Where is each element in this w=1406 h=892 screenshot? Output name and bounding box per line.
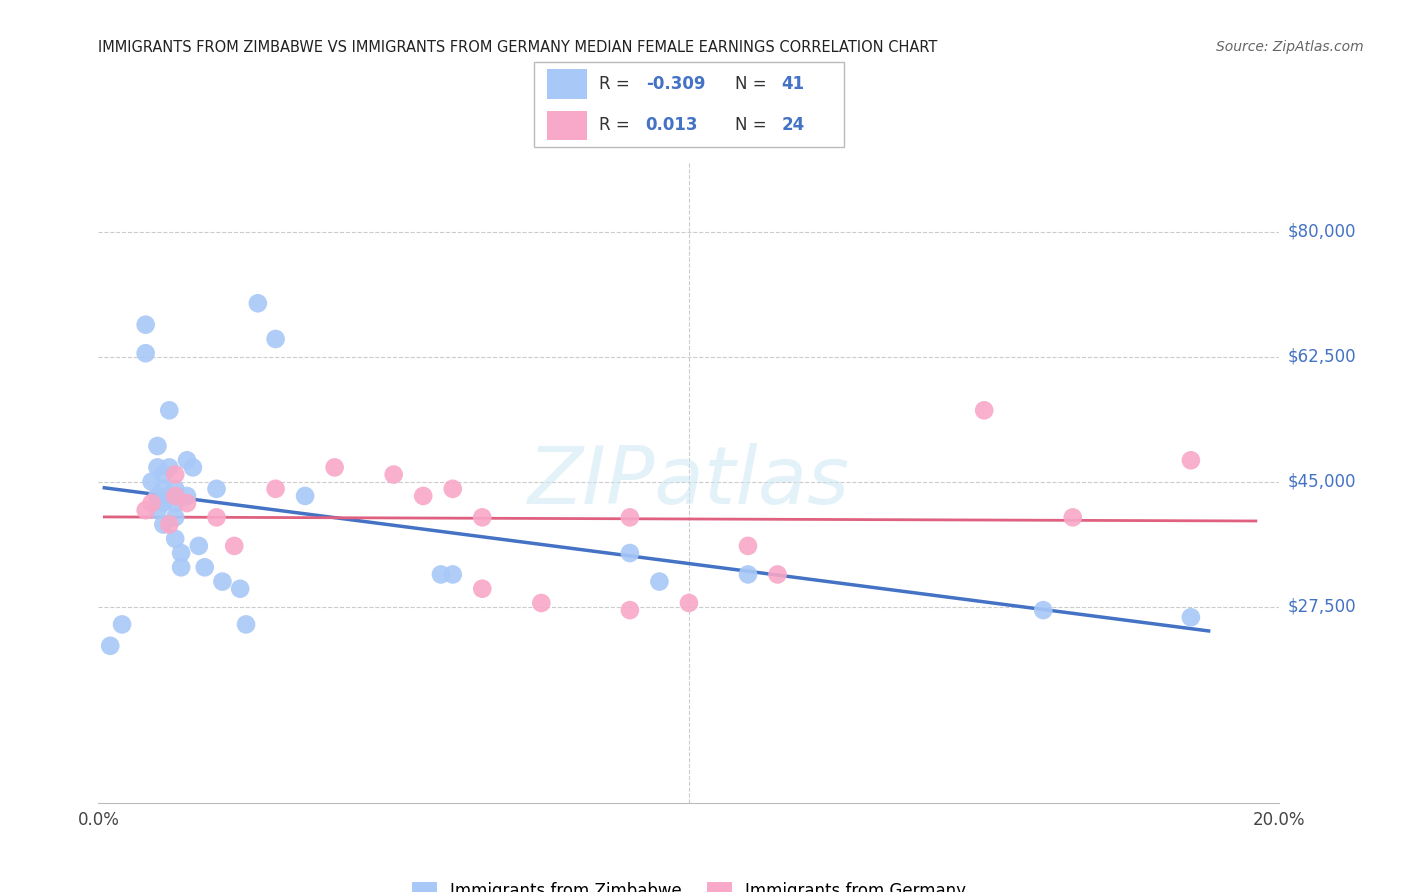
Text: $45,000: $45,000: [1288, 473, 1357, 491]
Point: [165, 489, 187, 503]
Point: [737, 539, 759, 553]
Point: [1180, 610, 1202, 624]
Point: [737, 567, 759, 582]
Point: [264, 482, 287, 496]
Point: [619, 603, 641, 617]
Text: R =: R =: [599, 116, 636, 134]
Text: Source: ZipAtlas.com: Source: ZipAtlas.com: [1216, 40, 1364, 54]
Point: [152, 496, 174, 510]
Point: [382, 467, 405, 482]
Point: [165, 510, 187, 524]
Text: 0.013: 0.013: [645, 116, 699, 134]
Point: [619, 546, 641, 560]
Point: [187, 539, 209, 553]
Text: IMMIGRANTS FROM ZIMBABWE VS IMMIGRANTS FROM GERMANY MEDIAN FEMALE EARNINGS CORRE: IMMIGRANTS FROM ZIMBABWE VS IMMIGRANTS F…: [98, 40, 938, 55]
Point: [1032, 603, 1054, 617]
Point: [170, 560, 193, 574]
Point: [111, 617, 134, 632]
Point: [294, 489, 316, 503]
Point: [678, 596, 700, 610]
Point: [157, 460, 180, 475]
Text: 41: 41: [782, 76, 804, 94]
Point: [152, 517, 174, 532]
Point: [430, 567, 453, 582]
Point: [648, 574, 671, 589]
Point: [471, 582, 494, 596]
Point: [165, 532, 187, 546]
Point: [141, 496, 163, 510]
Text: ZIPatlas: ZIPatlas: [527, 442, 851, 521]
Point: [441, 482, 464, 496]
Point: [146, 503, 169, 517]
Point: [176, 453, 198, 467]
Point: [412, 489, 434, 503]
Text: $80,000: $80,000: [1288, 223, 1357, 241]
Point: [194, 560, 217, 574]
Point: [205, 510, 228, 524]
Text: $27,500: $27,500: [1288, 598, 1357, 615]
Point: [176, 489, 198, 503]
Point: [146, 439, 169, 453]
Point: [619, 510, 641, 524]
Text: -0.309: -0.309: [645, 76, 706, 94]
Point: [530, 596, 553, 610]
Point: [181, 460, 204, 475]
Text: $62,500: $62,500: [1288, 348, 1357, 366]
Point: [152, 482, 174, 496]
Point: [471, 510, 494, 524]
Point: [246, 296, 269, 310]
Text: N =: N =: [735, 76, 772, 94]
Point: [165, 496, 187, 510]
Point: [224, 539, 246, 553]
Point: [264, 332, 287, 346]
Text: R =: R =: [599, 76, 636, 94]
Point: [205, 482, 228, 496]
Legend: Immigrants from Zimbabwe, Immigrants from Germany: Immigrants from Zimbabwe, Immigrants fro…: [405, 875, 973, 892]
FancyBboxPatch shape: [547, 70, 586, 99]
Point: [1180, 453, 1202, 467]
Point: [135, 503, 157, 517]
Point: [152, 467, 174, 482]
Point: [141, 475, 163, 489]
Point: [973, 403, 995, 417]
Point: [229, 582, 252, 596]
Point: [157, 403, 180, 417]
Point: [165, 467, 187, 482]
Point: [323, 460, 346, 475]
Point: [146, 489, 169, 503]
FancyBboxPatch shape: [534, 62, 844, 147]
Point: [235, 617, 257, 632]
Point: [441, 567, 464, 582]
Text: 24: 24: [782, 116, 806, 134]
FancyBboxPatch shape: [547, 111, 586, 140]
Point: [98, 639, 121, 653]
Point: [135, 318, 157, 332]
Point: [157, 489, 180, 503]
Point: [146, 460, 169, 475]
Point: [170, 546, 193, 560]
Text: N =: N =: [735, 116, 772, 134]
Point: [766, 567, 789, 582]
Point: [157, 517, 180, 532]
Point: [165, 482, 187, 496]
Point: [1062, 510, 1084, 524]
Point: [176, 496, 198, 510]
Point: [211, 574, 233, 589]
Point: [135, 346, 157, 360]
